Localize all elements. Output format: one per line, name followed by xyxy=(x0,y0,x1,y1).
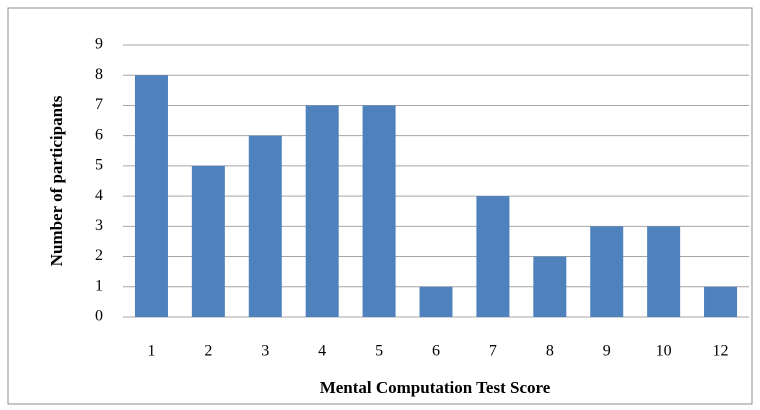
chart-frame xyxy=(7,7,753,405)
y-tick-label: 2 xyxy=(95,247,103,264)
bar xyxy=(419,286,453,317)
bar xyxy=(248,135,282,317)
x-tick-label: 2 xyxy=(204,343,212,360)
x-tick-label: 1 xyxy=(147,343,155,360)
x-tick-label: 12 xyxy=(713,343,729,360)
y-axis-title: Number of participants xyxy=(47,95,66,266)
y-tick-label: 1 xyxy=(95,277,103,294)
y-tick-label: 8 xyxy=(95,66,103,83)
bar xyxy=(704,286,738,317)
x-tick-label: 6 xyxy=(432,343,440,360)
y-tick-label: 7 xyxy=(95,96,103,113)
bar xyxy=(362,105,396,317)
bar xyxy=(533,256,567,317)
bar xyxy=(476,196,510,317)
x-tick-label: 10 xyxy=(656,343,672,360)
bar xyxy=(191,165,225,317)
bar xyxy=(305,105,339,317)
x-tick-label: 8 xyxy=(546,343,554,360)
x-tick-label: 3 xyxy=(261,343,269,360)
y-tick-label: 9 xyxy=(95,36,103,53)
y-tick-label: 4 xyxy=(95,187,103,204)
x-axis-title: Mental Computation Test Score xyxy=(320,378,551,397)
bar xyxy=(647,226,681,317)
x-tick-label: 4 xyxy=(318,343,326,360)
bar xyxy=(590,226,624,317)
x-tick-label: 5 xyxy=(375,343,383,360)
y-tick-label: 6 xyxy=(95,126,103,143)
y-tick-label: 0 xyxy=(95,308,103,325)
x-tick-label: 7 xyxy=(489,343,497,360)
bar xyxy=(134,75,168,317)
y-tick-label: 5 xyxy=(95,157,103,174)
x-tick-label: 9 xyxy=(603,343,611,360)
y-tick-label: 3 xyxy=(95,217,103,234)
